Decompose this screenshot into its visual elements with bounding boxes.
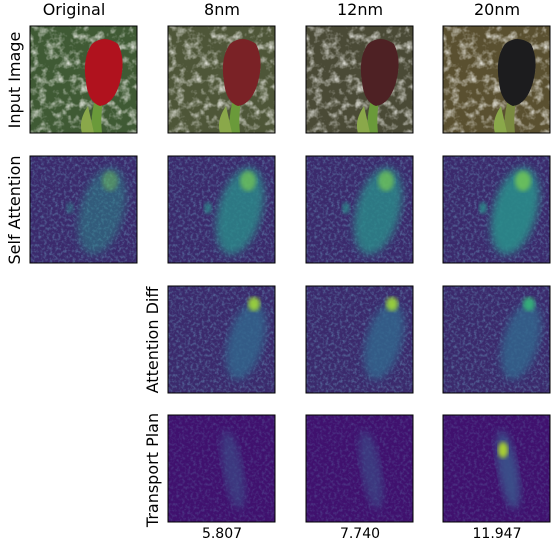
attention-peak: [240, 171, 256, 191]
attention-peak: [102, 171, 118, 191]
column-header: 20nm: [474, 0, 520, 19]
attention-spot: [479, 202, 487, 214]
image-panel: [30, 26, 137, 133]
diff-peak: [386, 297, 398, 311]
panel-content: [306, 156, 413, 263]
panel-content: [168, 286, 275, 393]
panel-content: [443, 26, 550, 133]
row-label: Transport Plan: [143, 413, 162, 528]
row-label: Input Image: [5, 32, 24, 129]
image-panel: [306, 415, 413, 522]
attention-spot: [204, 202, 212, 214]
column-header: 8nm: [204, 0, 240, 19]
panel-content: [168, 156, 275, 263]
image-panel: [168, 156, 275, 263]
panel-content: [443, 156, 550, 263]
image-panel: [168, 415, 275, 522]
image-panel: [443, 156, 550, 263]
column-header: 12nm: [337, 0, 383, 19]
row-label: Attention Diff: [143, 286, 162, 394]
image-panel: [443, 26, 550, 133]
heatmap-noise: [443, 415, 550, 522]
row-label: Self Attention: [5, 155, 24, 264]
image-panel: [443, 415, 550, 522]
image-panel: [443, 286, 550, 393]
heatmap-noise: [168, 415, 275, 522]
attention-peak: [515, 171, 531, 191]
image-panel: [306, 286, 413, 393]
image-panel: [168, 26, 275, 133]
diff-peak: [523, 297, 535, 311]
panel-content: [443, 286, 550, 393]
attention-spot: [342, 202, 350, 214]
score-label: 11.947: [473, 526, 522, 542]
panel-content: [168, 415, 275, 522]
panel-content: [306, 26, 413, 133]
transport-peak: [498, 442, 508, 458]
score-label: 5.807: [202, 526, 242, 542]
score-label: 7.740: [340, 526, 380, 542]
attention-peak: [378, 171, 394, 191]
panel-content: [30, 156, 137, 263]
panel-content: [306, 415, 413, 522]
image-panel: [306, 26, 413, 133]
panel-content: [443, 415, 550, 522]
diff-peak: [248, 297, 260, 311]
image-panel: [30, 156, 137, 263]
heatmap-noise: [306, 415, 413, 522]
panel-content: [306, 286, 413, 393]
image-panel: [168, 286, 275, 393]
column-header: Original: [43, 0, 106, 19]
attention-spot: [66, 202, 74, 214]
panel-content: [30, 26, 137, 133]
image-panel: [306, 156, 413, 263]
panel-content: [168, 26, 275, 133]
figure: Original 8nm 12nm 20nm Input Image Self …: [0, 0, 551, 542]
